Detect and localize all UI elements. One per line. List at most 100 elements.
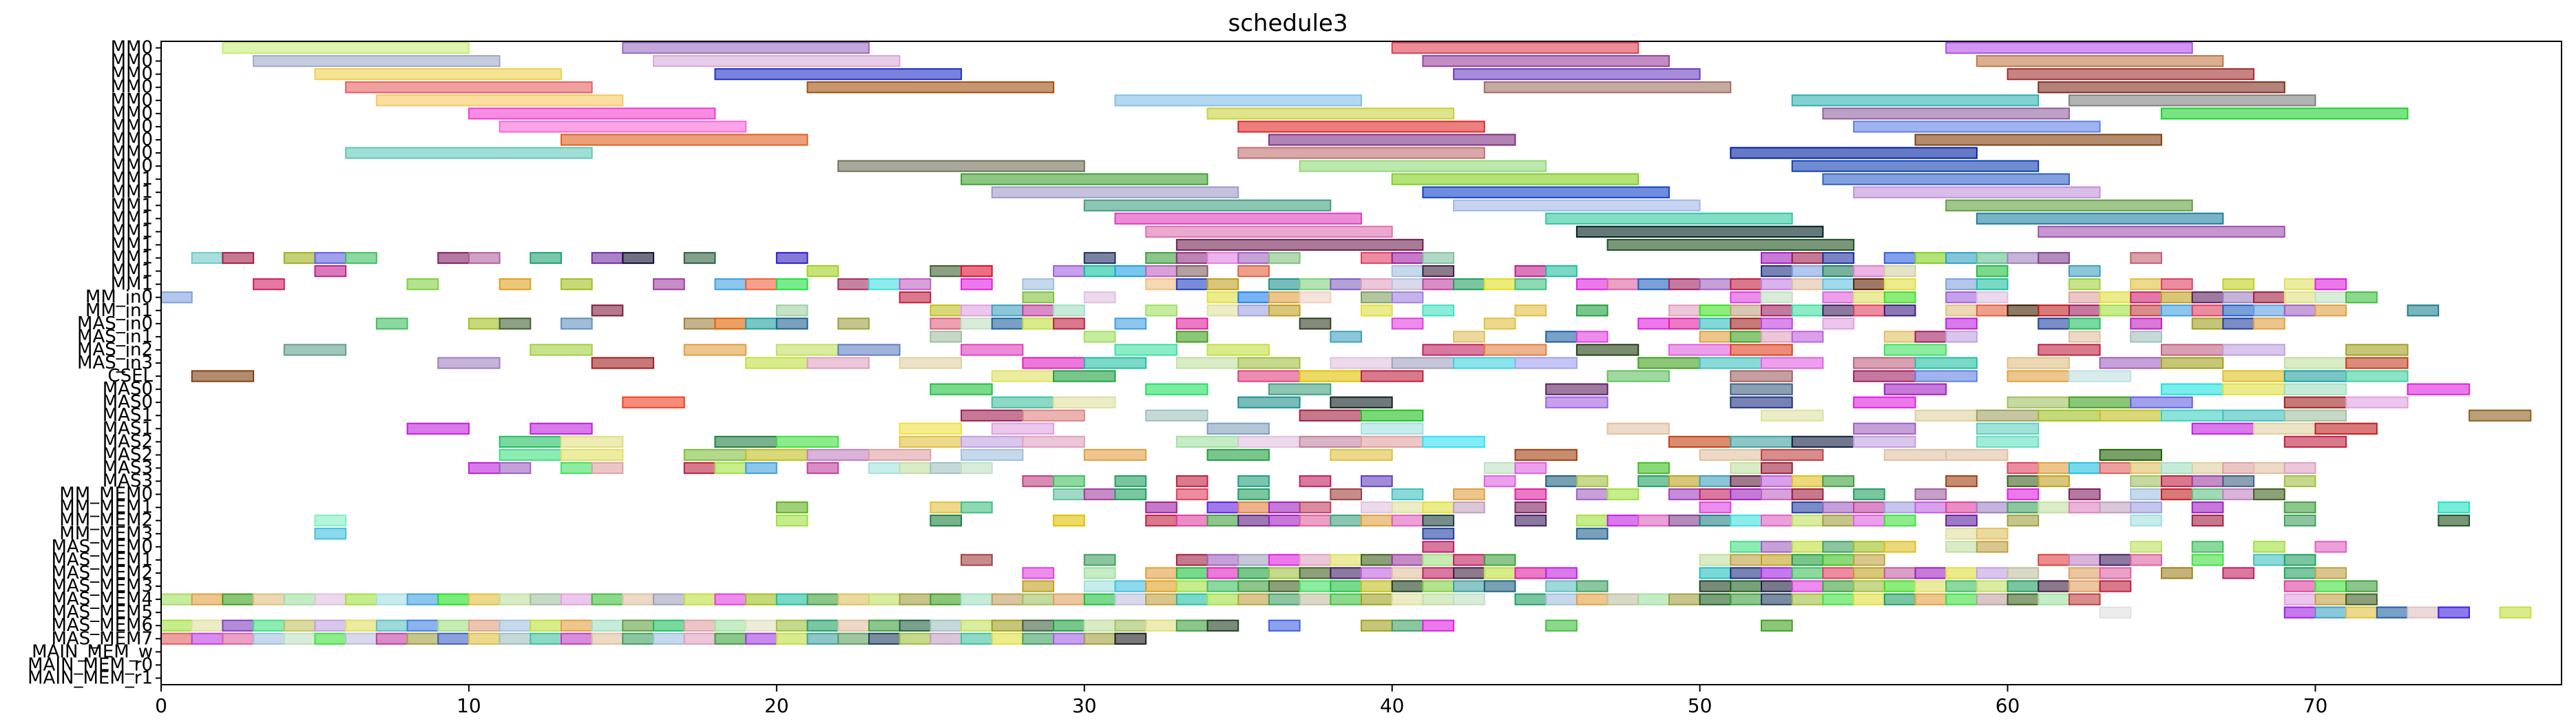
task-bar <box>1422 528 1455 540</box>
task-bar <box>1022 619 1055 632</box>
task-bar <box>1945 331 1978 343</box>
task-bar <box>1114 488 1147 501</box>
task-bar <box>775 278 808 291</box>
y-tick-label: MM0 <box>111 156 153 176</box>
task-bar <box>806 357 870 369</box>
task-bar <box>1514 265 1547 278</box>
task-bar <box>1914 501 1947 514</box>
task-bar <box>1022 593 1055 605</box>
task-bar <box>1175 251 1208 265</box>
task-bar <box>1914 409 1978 422</box>
task-bar <box>1883 383 1947 395</box>
task-bar <box>2222 409 2285 422</box>
task-bar <box>530 344 593 356</box>
task-bar <box>1206 567 1239 579</box>
task-bar <box>1853 593 1885 605</box>
task-bar <box>1976 541 2009 553</box>
task-bar <box>930 383 993 395</box>
task-bar <box>1822 278 1855 291</box>
task-bar <box>1914 580 1947 592</box>
task-bar <box>314 528 347 540</box>
task-bar <box>2283 580 2316 592</box>
task-bar <box>1730 147 1978 159</box>
task-bar <box>1483 580 1516 592</box>
task-bar <box>1883 291 1916 304</box>
y-tick-label: MAS_in2 <box>77 340 153 360</box>
task-bar <box>1945 567 1978 579</box>
task-bar <box>1914 357 1978 369</box>
task-bar <box>1761 448 1824 461</box>
task-bar <box>2253 461 2285 475</box>
task-bar <box>530 251 562 265</box>
task-bar <box>1299 501 1332 514</box>
task-bar <box>1206 580 1239 592</box>
task-bar <box>1730 291 1762 304</box>
y-tick-label: MM0 <box>111 90 153 111</box>
task-bar <box>1083 619 1116 632</box>
task-bar <box>2099 409 2163 422</box>
task-bar <box>1175 238 1424 251</box>
task-bar <box>1361 619 1393 632</box>
task-bar <box>745 632 777 645</box>
task-bar <box>2161 409 2224 422</box>
task-bar <box>1145 593 1177 605</box>
task-bar <box>253 593 285 605</box>
task-bar <box>1053 370 1116 382</box>
task-bar <box>2038 593 2070 605</box>
task-bar <box>1237 554 1270 566</box>
task-bar <box>1914 251 1947 265</box>
task-bar <box>283 619 316 632</box>
task-bar <box>1575 515 1609 527</box>
task-bar <box>1668 515 1701 527</box>
task-bar <box>499 318 532 330</box>
task-bar <box>2038 81 2285 94</box>
task-bar <box>806 81 1055 94</box>
task-bar <box>1699 567 1732 579</box>
task-bar <box>622 632 655 645</box>
task-bar <box>2130 396 2193 408</box>
task-bar <box>1914 593 1947 605</box>
x-tick-label: 40 <box>1380 694 1405 717</box>
task-bar <box>1791 541 1824 553</box>
task-bar <box>1299 278 1332 291</box>
task-bar <box>2068 94 2316 107</box>
task-bar <box>1761 409 1824 422</box>
task-bar <box>1730 515 1762 527</box>
task-bar <box>1175 554 1208 566</box>
task-bar <box>1083 265 1116 278</box>
task-bar <box>683 461 716 475</box>
task-bar <box>530 593 562 605</box>
task-bar <box>1730 435 1793 448</box>
task-bar <box>2068 488 2101 501</box>
task-bar <box>1545 265 1578 278</box>
task-bar <box>2099 357 2163 369</box>
task-bar <box>714 461 747 475</box>
task-bar <box>1053 396 1116 408</box>
task-bar <box>1575 278 1609 291</box>
task-bar <box>1822 580 1855 592</box>
y-tick-label: MAS2 <box>103 444 153 465</box>
task-bar <box>899 357 962 369</box>
task-bar <box>499 619 532 632</box>
task-bar <box>1453 580 1485 592</box>
task-bar <box>1668 475 1701 488</box>
task-bar <box>2283 304 2316 317</box>
task-bar <box>2283 409 2347 422</box>
task-bar <box>1853 422 1916 435</box>
task-bar <box>591 619 624 632</box>
task-bar <box>1853 291 1885 304</box>
task-bar <box>1175 488 1208 501</box>
task-bar <box>1791 331 1824 343</box>
task-bar <box>1237 435 1301 448</box>
task-bar <box>961 461 993 475</box>
task-bar <box>1545 580 1578 592</box>
task-bar <box>1145 567 1177 579</box>
task-bar <box>191 370 255 382</box>
task-bar <box>2161 567 2193 579</box>
task-bar <box>1083 199 1332 211</box>
task-bar <box>837 278 870 291</box>
task-bar <box>1237 593 1270 605</box>
task-bar <box>622 396 685 408</box>
